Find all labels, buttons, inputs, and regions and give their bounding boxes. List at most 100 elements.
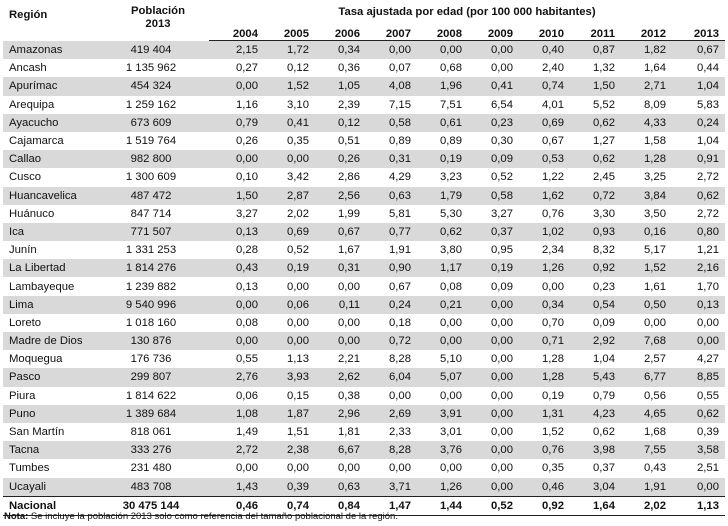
rate-cell: 0,00 — [672, 332, 726, 351]
population-cell: 847 714 — [107, 204, 209, 223]
rate-cell: 0,46 — [519, 477, 570, 497]
rate-cell: 0,00 — [209, 459, 264, 478]
region-cell: Ucayali — [3, 477, 107, 497]
rate-cell: 2,72 — [672, 204, 726, 223]
rate-cell: 0,27 — [209, 59, 264, 78]
rate-cell: 1,99 — [315, 204, 366, 223]
rate-cell: 1,91 — [366, 241, 417, 260]
year-header: 2013 — [672, 21, 726, 41]
rate-cell: 0,58 — [468, 186, 519, 205]
rate-cell: 0,50 — [621, 295, 672, 314]
table-row: Arequipa 1 259 162 1,16 3,10 2,39 7,15 7,51 6,5… — [3, 95, 726, 114]
rate-cell: 0,00 — [315, 313, 366, 332]
rate-cell: 0,67 — [519, 131, 570, 151]
year-header: 2006 — [315, 21, 366, 41]
rate-cell: 0,56 — [621, 386, 672, 405]
rate-cell: 0,62 — [570, 150, 621, 169]
rate-cell: 0,16 — [621, 222, 672, 242]
rate-cell: 0,00 — [264, 277, 315, 296]
rate-cell: 0,61 — [417, 113, 468, 132]
population-cell: 673 609 — [107, 113, 209, 132]
rate-cell: 2,76 — [209, 368, 264, 387]
rate-cell: 0,41 — [468, 77, 519, 96]
rate-cell: 3,71 — [366, 477, 417, 497]
population-label: Población — [131, 5, 185, 17]
rate-cell: 0,35 — [264, 131, 315, 151]
table-row: Piura 1 814 622 0,06 0,15 0,38 0,00 0,00 0,00 0,… — [3, 386, 726, 405]
rate-cell: 0,34 — [519, 295, 570, 314]
rate-cell: 0,00 — [366, 386, 417, 405]
rate-cell: 0,00 — [468, 332, 519, 351]
rate-cell: 3,58 — [672, 441, 726, 460]
rate-cell: 1,58 — [621, 131, 672, 151]
population-year: 2013 — [145, 18, 171, 30]
rate-cell: 1,81 — [315, 422, 366, 442]
rate-cell: 2,69 — [366, 404, 417, 423]
rate-cell: 5,17 — [621, 241, 672, 260]
rate-cell: 0,13 — [672, 295, 726, 314]
rate-cell: 5,07 — [417, 368, 468, 387]
rate-cell: 1,51 — [264, 422, 315, 442]
rate-cell: 0,00 — [417, 332, 468, 351]
rate-cell: 0,00 — [209, 295, 264, 314]
rate-cell: 0,00 — [417, 40, 468, 60]
rate-cell: 0,72 — [366, 332, 417, 351]
rate-cell: 1,02 — [519, 222, 570, 242]
rate-cell: 0,70 — [519, 313, 570, 332]
rate-cell: 0,09 — [468, 150, 519, 169]
table-row: Ica 771 507 0,13 0,69 0,67 0,77 0,62 0,37 1,02 0,… — [3, 222, 726, 242]
rate-cell: 0,52 — [264, 241, 315, 260]
region-cell: Loreto — [3, 313, 107, 332]
table-row: Huánuco 847 714 3,27 2,02 1,99 5,81 5,30 3,27 0,… — [3, 204, 726, 223]
rate-cell: 1,21 — [672, 241, 726, 260]
rate-cell: 0,23 — [468, 113, 519, 132]
rate-cell: 3,76 — [417, 441, 468, 460]
year-header-row: 2004 2005 2006 2007 2008 2009 2010 2011 2012 2013 — [3, 21, 726, 41]
rate-cell: 1,43 — [209, 477, 264, 497]
rate-cell: 1,52 — [621, 259, 672, 278]
rate-cell: 0,21 — [417, 295, 468, 314]
population-cell: 982 800 — [107, 150, 209, 169]
rate-cell: 3,42 — [264, 168, 315, 187]
rate-cell: 6,04 — [366, 368, 417, 387]
rate-cell: 0,72 — [570, 186, 621, 205]
rate-cell: 1,50 — [570, 77, 621, 96]
rate-cell: 0,93 — [570, 222, 621, 242]
rate-cell: 2,72 — [209, 441, 264, 460]
population-cell: 9 540 996 — [107, 295, 209, 314]
rate-cell: 0,00 — [209, 77, 264, 96]
rate-cell: 4,01 — [519, 95, 570, 114]
rate-cell: 3,04 — [570, 477, 621, 497]
total-rate-cell: 1,44 — [417, 495, 468, 516]
rate-cell: 0,90 — [366, 259, 417, 278]
population-cell: 483 708 — [107, 477, 209, 497]
rate-cell: 3,50 — [621, 204, 672, 223]
rate-cell: 2,34 — [519, 241, 570, 260]
region-cell: Apurímac — [3, 77, 107, 96]
rate-cell: 0,07 — [366, 59, 417, 78]
rate-cell: 1,28 — [621, 150, 672, 169]
population-cell: 1 135 962 — [107, 59, 209, 78]
population-cell: 1 239 882 — [107, 277, 209, 296]
rate-cell: 8,28 — [366, 441, 417, 460]
rate-cell: 2,33 — [366, 422, 417, 442]
rate-cell: 0,00 — [468, 422, 519, 442]
region-cell: Ayacucho — [3, 113, 107, 132]
rate-cell: 0,00 — [315, 277, 366, 296]
region-cell: Cajamarca — [3, 131, 107, 151]
table-row: Madre de Dios 130 876 0,00 0,00 0,00 0,72 0,00… — [3, 332, 726, 351]
year-header: 2005 — [264, 21, 315, 41]
rate-cell: 1,04 — [672, 131, 726, 151]
rate-cell: 0,19 — [519, 386, 570, 405]
rate-cell: 1,62 — [519, 186, 570, 205]
total-rate-cell: 0,74 — [264, 495, 315, 516]
rate-cell: 4,27 — [672, 350, 726, 369]
rate-cell: 1,16 — [209, 95, 264, 114]
rate-cell: 0,31 — [315, 259, 366, 278]
population-cell: 454 324 — [107, 77, 209, 96]
rate-cell: 3,98 — [570, 441, 621, 460]
rate-cell: 2,96 — [315, 404, 366, 423]
rate-cell: 0,00 — [672, 477, 726, 497]
rate-cell: 0,00 — [519, 277, 570, 296]
rate-cell: 1,64 — [621, 59, 672, 78]
